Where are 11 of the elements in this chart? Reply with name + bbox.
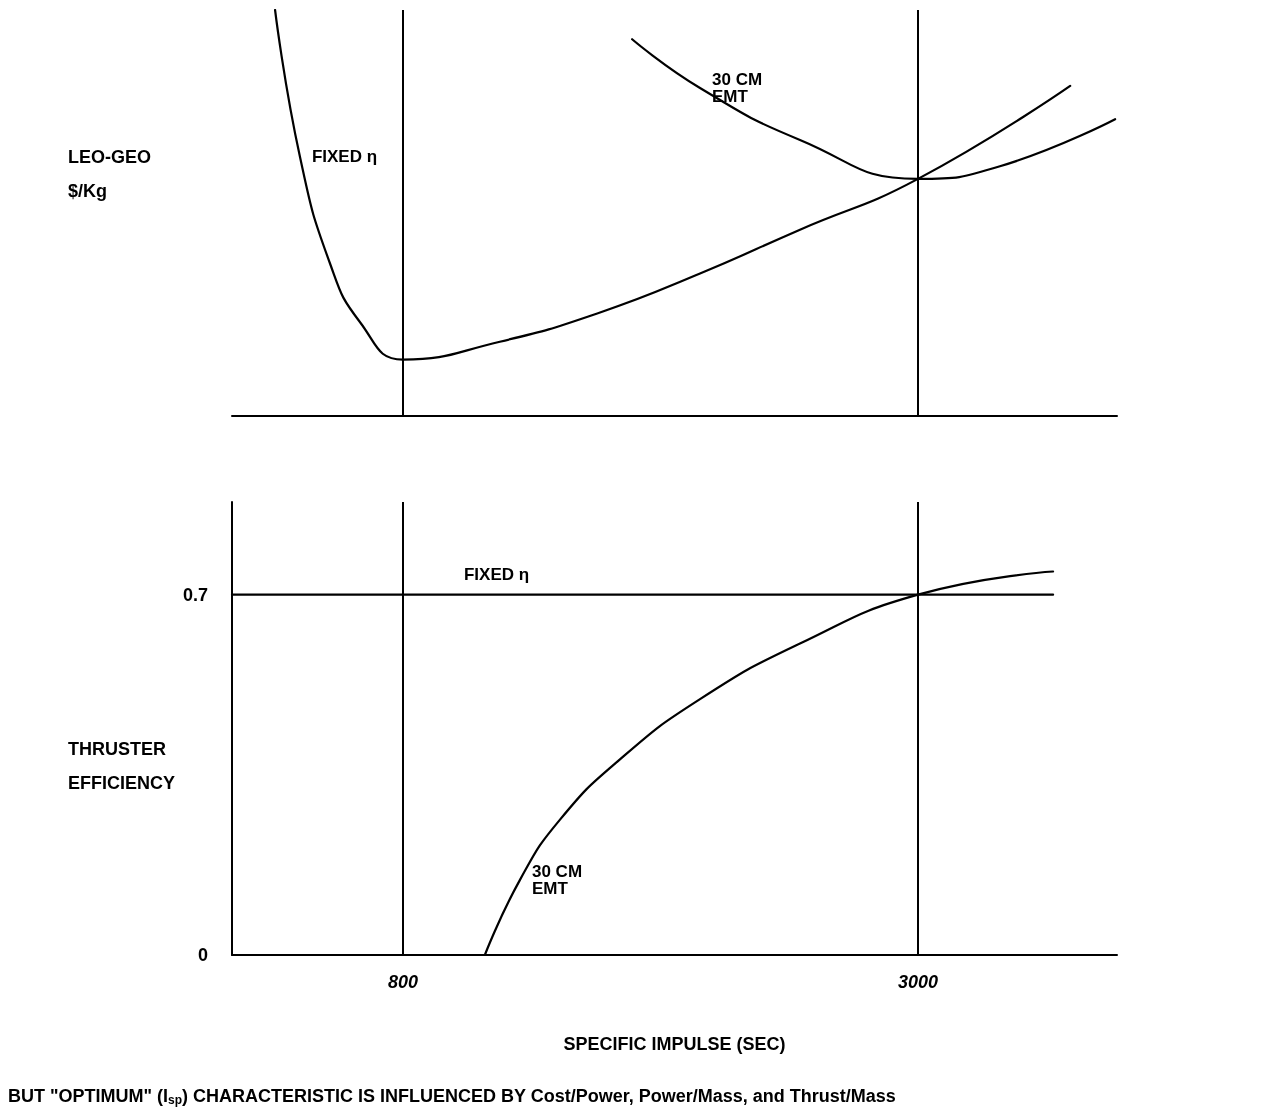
x-tick-label: 800 <box>387 972 418 992</box>
series-label: FIXED η <box>311 147 378 167</box>
x-axis-title: SPECIFIC IMPULSE (SEC) <box>563 1034 786 1054</box>
series-label: FIXED η <box>463 564 530 584</box>
series-label: 30 CM EMT <box>531 861 587 898</box>
x-tick-label: 3000 <box>897 972 939 992</box>
y-axis-title: THRUSTER EFFICIENCY <box>68 739 176 793</box>
y-axis-title: LEO-GEO $/Kg <box>68 147 152 201</box>
y-tick-label: 0 <box>197 945 208 965</box>
series-label: 30 CM EMT <box>712 69 767 106</box>
y-tick-label: 0.7 <box>182 584 208 605</box>
